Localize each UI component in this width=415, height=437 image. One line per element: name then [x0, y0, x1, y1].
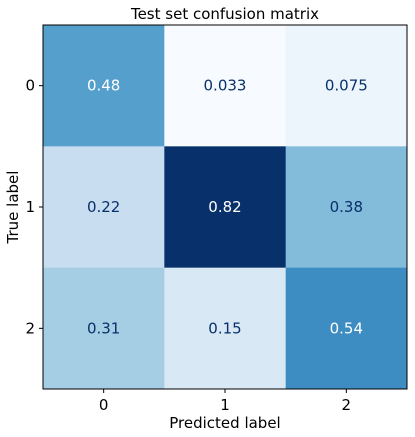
chart-title: Test set confusion matrix	[130, 5, 319, 23]
heatmap-cell	[285, 25, 408, 147]
heatmap-cell	[43, 267, 165, 390]
y-axis-label: True label	[4, 171, 22, 245]
heatmap-cell	[43, 146, 165, 269]
y-tick-label: 1	[25, 198, 35, 216]
heatmap-cell-labels: 0.48 0.033 0.075 0.22 0.82 0.38 0.31 0.15 0.54	[87, 77, 368, 338]
cell-value-label: 0.38	[330, 198, 363, 216]
cell-value-label: 0.033	[204, 77, 247, 95]
cell-value-label: 0.31	[87, 319, 120, 337]
x-axis-label: Predicted label	[169, 414, 280, 432]
cell-value-label: 0.48	[87, 77, 120, 95]
x-tick-label: 1	[220, 396, 230, 414]
cell-value-label: 0.15	[208, 319, 241, 337]
cell-value-label: 0.22	[87, 198, 120, 216]
heatmap-cell	[164, 146, 287, 269]
x-tick-label: 0	[99, 396, 109, 414]
x-axis-ticks: 0 1 2	[99, 389, 351, 414]
heatmap-cell	[285, 146, 408, 269]
heatmap-cell	[285, 267, 408, 390]
y-tick-label: 2	[25, 319, 35, 337]
cell-value-label: 0.54	[330, 319, 363, 337]
y-tick-label: 0	[25, 77, 35, 95]
heatmap-cell	[164, 25, 287, 147]
y-axis-ticks: 0 1 2	[25, 77, 43, 337]
x-tick-label: 2	[342, 396, 352, 414]
cell-value-label: 0.075	[325, 77, 368, 95]
cell-value-label: 0.82	[208, 198, 241, 216]
heatmap-cell	[164, 267, 287, 390]
heatmap-cell	[43, 25, 165, 147]
heatmap-cells	[43, 25, 408, 390]
